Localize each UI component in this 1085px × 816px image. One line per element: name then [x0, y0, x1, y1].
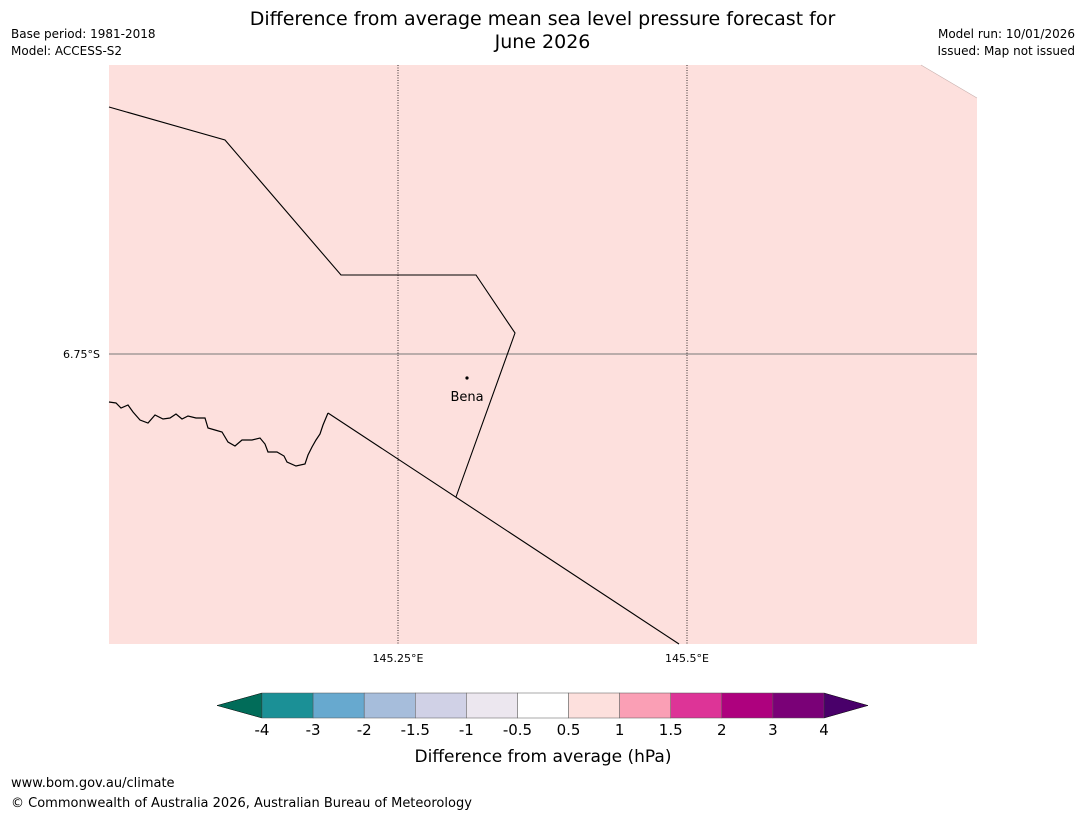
colorbar-tick-label: 1.5	[659, 721, 683, 739]
longitude-label: 145.25°E	[373, 652, 424, 665]
colorbar-extend-high	[823, 692, 869, 719]
colorbar-cell	[721, 692, 774, 719]
colorbar-cell	[619, 692, 671, 719]
longitude-label: 145.5°E	[665, 652, 709, 665]
colorbar-tick-label: -3	[306, 721, 321, 739]
town-marker	[465, 376, 469, 380]
model-run: Model run: 10/01/2026	[937, 27, 1075, 41]
boundary-line	[108, 106, 516, 498]
map-title: Difference from average mean sea level p…	[0, 8, 1085, 54]
footer-url[interactable]: www.bom.gov.au/climate	[11, 776, 175, 791]
map-edge	[920, 64, 978, 99]
colorbar-cell	[670, 692, 723, 719]
boundary-line	[327, 412, 680, 645]
colorbar-cell	[261, 692, 314, 719]
colorbar-tick-label: 4	[819, 721, 829, 739]
title-line-1: Difference from average mean sea level p…	[249, 8, 836, 30]
footer-copyright: © Commonwealth of Australia 2026, Austra…	[11, 796, 472, 811]
colorbar-tick-label: -1.5	[401, 721, 430, 739]
colorbar: -4 -3 -2 -1.5 -1 -0.5 0.5 1 1.5 2 3 4	[216, 692, 869, 739]
colorbar-cell	[415, 692, 467, 719]
issued-status: Issued: Map not issued	[937, 44, 1075, 58]
title-line-2: June 2026	[494, 31, 591, 53]
colorbar-tick-label: -2	[357, 721, 372, 739]
colorbar-cell	[312, 692, 365, 719]
colorbar-tick-label: 0.5	[557, 721, 581, 739]
colorbar-cell	[363, 692, 416, 719]
colorbar-tick-label: 1	[615, 721, 625, 739]
colorbar-cell	[466, 692, 518, 719]
colorbar-tick-label: -1	[459, 721, 474, 739]
colorbar-extend-low	[216, 692, 263, 719]
colorbar-cell	[517, 692, 569, 719]
colorbar-tick-label: -4	[255, 721, 270, 739]
latitude-label: 6.75°S	[63, 348, 100, 361]
colorbar-tick-label: -0.5	[503, 721, 532, 739]
colorbar-cell	[772, 692, 825, 719]
coastline	[108, 401, 329, 467]
colorbar-cell	[568, 692, 620, 719]
colorbar-tick-label: 2	[717, 721, 727, 739]
town-label: Bena	[450, 390, 483, 405]
colorbar-tick-label: 3	[768, 721, 778, 739]
base-period: Base period: 1981-2018	[11, 27, 156, 41]
model-name: Model: ACCESS-S2	[11, 44, 123, 58]
colorbar-label: Difference from average (hPa)	[415, 747, 672, 767]
